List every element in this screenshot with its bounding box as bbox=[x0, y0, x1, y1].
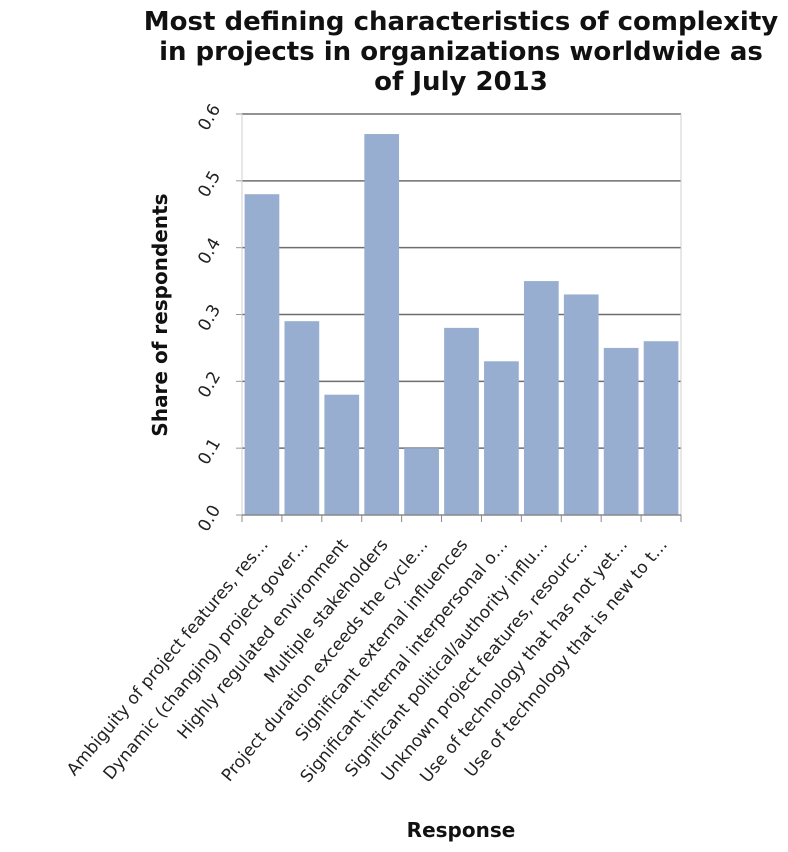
axes bbox=[236, 113, 682, 522]
y-tick-label: 0.1 bbox=[194, 435, 225, 468]
bar bbox=[643, 341, 679, 515]
chart-title: Most defining characteristics of complex… bbox=[144, 7, 778, 97]
bars bbox=[244, 134, 679, 516]
bar bbox=[563, 294, 599, 515]
y-tick-label: 0.0 bbox=[194, 502, 225, 535]
y-tick-labels: 0.0 0.1 0.2 0.3 0.4 0.5 0.6 bbox=[194, 101, 225, 535]
chart-title-line-1: Most defining characteristics of complex… bbox=[144, 7, 778, 37]
chart-title-line-3: of July 2013 bbox=[374, 67, 548, 97]
y-tick-label: 0.4 bbox=[194, 234, 225, 267]
y-tick-label: 0.2 bbox=[194, 368, 225, 401]
bar bbox=[244, 194, 280, 515]
chart-title-line-2: in projects in organizations worldwide a… bbox=[159, 37, 763, 67]
bar bbox=[603, 347, 639, 515]
bar bbox=[404, 448, 439, 515]
y-tick-label: 0.5 bbox=[194, 168, 225, 201]
bar bbox=[444, 327, 479, 515]
bar bbox=[523, 281, 559, 515]
bar bbox=[364, 134, 400, 516]
y-tick-label: 0.3 bbox=[194, 301, 225, 334]
x-axis-title: Response bbox=[407, 818, 516, 842]
y-axis-title: Share of respondents bbox=[148, 193, 172, 436]
y-tick-label: 0.6 bbox=[194, 101, 225, 134]
x-tick-labels: Ambiguity of project features, res…Dynam… bbox=[63, 535, 672, 787]
bar bbox=[484, 361, 519, 515]
bar bbox=[324, 394, 360, 515]
bar bbox=[284, 321, 320, 515]
